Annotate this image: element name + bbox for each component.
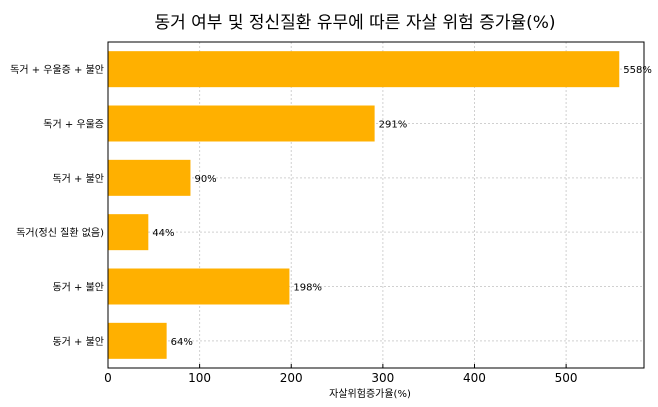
y-category-label: 동거 + 불안 <box>52 336 104 348</box>
bar-data-labels: 558% 291% 90% 44% 198% 64% <box>152 65 652 348</box>
bar <box>108 159 191 196</box>
grid-lines <box>107 42 644 368</box>
x-axis-label: 자살위험증가율(%) <box>329 387 411 400</box>
y-category-label: 동거 + 불안 <box>52 282 104 294</box>
bar <box>108 322 167 359</box>
bar <box>108 51 620 88</box>
x-tick-label: 0 <box>104 371 112 385</box>
chart-title: 동거 여부 및 정신질환 유무에 따른 자살 위험 증가율(%) <box>154 13 555 33</box>
bar <box>108 105 375 142</box>
x-tick-label: 400 <box>463 371 486 385</box>
bar-value-label: 44% <box>152 228 174 239</box>
plot-area-frame <box>107 41 645 369</box>
bar-value-label: 558% <box>623 65 652 76</box>
y-category-label: 독거 + 우울증 + 불안 <box>10 64 104 76</box>
x-tick-label: 100 <box>188 371 211 385</box>
bar-value-label: 64% <box>171 337 193 348</box>
bar-value-label: 291% <box>379 120 408 131</box>
x-tick-label: 300 <box>371 371 394 385</box>
x-axis-ticks: 0 100 200 300 400 500 <box>104 364 578 385</box>
y-category-label: 독거 + 우울증 <box>43 119 104 131</box>
y-category-label: 독거 + 불안 <box>52 173 104 185</box>
bar <box>108 214 149 251</box>
bar-value-label: 198% <box>293 283 322 294</box>
bar-value-label: 90% <box>194 174 216 185</box>
bar <box>108 268 290 305</box>
x-tick-label: 200 <box>280 371 303 385</box>
x-tick-label: 500 <box>555 371 578 385</box>
bars <box>108 51 620 359</box>
y-category-label: 독거(정신 질환 없음) <box>16 226 104 239</box>
